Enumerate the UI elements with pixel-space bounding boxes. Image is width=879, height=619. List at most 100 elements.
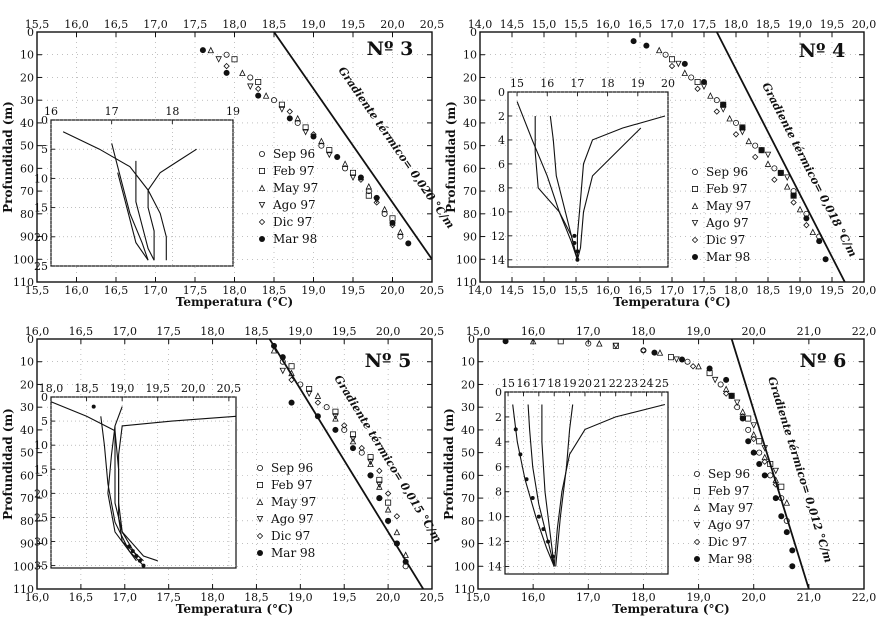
data-point [318, 137, 325, 145]
inset-profile-line [114, 425, 137, 557]
data-point [707, 92, 714, 99]
legend-label: Sep 96 [271, 461, 313, 475]
x-tick-label-bottom: 19,5 [332, 591, 357, 604]
legend-label: Mar 98 [271, 546, 315, 560]
data-point [733, 399, 741, 407]
inset-y-tick-label: 15 [34, 463, 48, 476]
y-tick-label: 100 [13, 253, 34, 266]
inset-y-tick-label: 10 [34, 439, 48, 452]
y-tick-label: 50 [463, 140, 477, 153]
data-point [717, 381, 724, 388]
data-point [809, 228, 817, 236]
y-tick-label: 10 [20, 356, 34, 369]
data-point [247, 74, 254, 81]
y-tick-label: 70 [20, 185, 34, 198]
inset-x-tick-label: 16 [540, 77, 554, 90]
data-point [326, 151, 333, 159]
data-point [323, 404, 330, 411]
x-tick-label-top: 19,5 [820, 18, 845, 31]
x-tick-label-top: 20,0 [376, 325, 401, 338]
data-point [286, 115, 293, 122]
y-tick-label: 70 [463, 185, 477, 198]
inset-frame [507, 91, 669, 268]
data-point [783, 517, 790, 524]
x-tick-label-top: 16,5 [69, 325, 94, 338]
inset-data-point [572, 241, 577, 246]
data-point [733, 119, 740, 126]
inset-y-tick-label: 10 [34, 172, 48, 185]
data-point [777, 169, 784, 176]
inset-x-tick-label: 24 [639, 377, 653, 390]
x-tick-label-top: 14,0 [468, 18, 493, 31]
gradient-line [268, 339, 424, 589]
data-point [822, 256, 829, 263]
gradient-line [715, 32, 846, 282]
x-tick-label-bottom: 18,5 [244, 591, 269, 604]
legend-marker [258, 218, 266, 226]
inset-x-tick-label: 20 [578, 377, 592, 390]
x-tick-label-bottom: 16,5 [104, 284, 129, 297]
legend: Sep 96 Feb 97 May 97 Ago 97 Dic 97 Mar 98 [258, 147, 318, 246]
x-tick-label-bottom: 17,5 [692, 284, 717, 297]
legend-label: Feb 97 [273, 164, 315, 178]
legend-label: Ago 97 [707, 518, 751, 532]
inset-y-tick-label: 14 [491, 254, 505, 267]
legend-label: Sep 96 [273, 147, 315, 161]
legend-label: Sep 96 [706, 165, 748, 179]
data-point [376, 467, 383, 474]
data-point [342, 165, 349, 172]
legend-label: Dic 97 [708, 535, 747, 549]
inset-y-tick-label: 2 [498, 110, 505, 123]
data-point [302, 128, 309, 136]
x-tick-label-bottom: 20,5 [420, 284, 445, 297]
data-point [297, 381, 304, 388]
data-point [305, 390, 313, 398]
inset-data-point [127, 544, 132, 549]
chart-panel: 15,5 15,5 16,0 16,0 16,5 16,5 17,0 17,0 17,5 17,5… [1, 18, 457, 309]
x-tick-label-bottom: 19,5 [820, 284, 845, 297]
legend-marker [256, 464, 263, 471]
data-point [764, 160, 772, 167]
y-tick-label: 50 [461, 447, 475, 460]
x-tick-label-bottom: 17,0 [576, 591, 601, 604]
inset-x-tick-label: 19 [226, 105, 240, 118]
data-point [684, 358, 691, 365]
x-tick-label-bottom: 20,0 [376, 591, 401, 604]
data-point [223, 51, 230, 58]
data-point [314, 392, 322, 399]
y-tick-label: 60 [463, 162, 477, 175]
data-point [247, 83, 254, 91]
data-point [752, 153, 759, 161]
legend-label: Mar 98 [706, 250, 750, 264]
x-tick-label-bottom: 14,5 [500, 284, 525, 297]
x-tick-label-top: 17,0 [113, 325, 138, 338]
inset-x-tick-label: 20,0 [181, 382, 206, 395]
legend-label: Mar 98 [708, 552, 752, 566]
chart-panel: 15,0 15,0 16,0 16,0 17,0 17,0 18,0 18,0 19,0 19,0… [442, 325, 876, 616]
inset-x-tick-label: 15 [510, 77, 524, 90]
y-tick-label: 60 [20, 162, 34, 175]
inset-data-point [541, 527, 546, 532]
inset-data-point [546, 539, 551, 544]
y-tick-label: 80 [20, 208, 34, 221]
data-point [789, 563, 796, 570]
data-point [771, 165, 778, 172]
data-point [643, 42, 650, 49]
data-point [745, 415, 752, 422]
legend-marker [692, 168, 699, 175]
data-point [349, 437, 357, 445]
inset-y-tick-label: 4 [495, 436, 502, 449]
data-point [739, 415, 746, 422]
y-axis-label: Profundidad (m) [444, 101, 458, 213]
legend-marker [256, 481, 263, 488]
inset-x-tick-label: 19,5 [145, 382, 170, 395]
y-tick-label: 40 [20, 117, 34, 130]
data-point [199, 47, 206, 54]
data-point [783, 499, 791, 506]
inset-y-tick-label: 15 [34, 202, 48, 215]
inset-profile-line [541, 404, 555, 567]
gradient-line [730, 339, 810, 589]
data-point [726, 114, 733, 122]
x-tick-label-top: 17,5 [692, 18, 717, 31]
